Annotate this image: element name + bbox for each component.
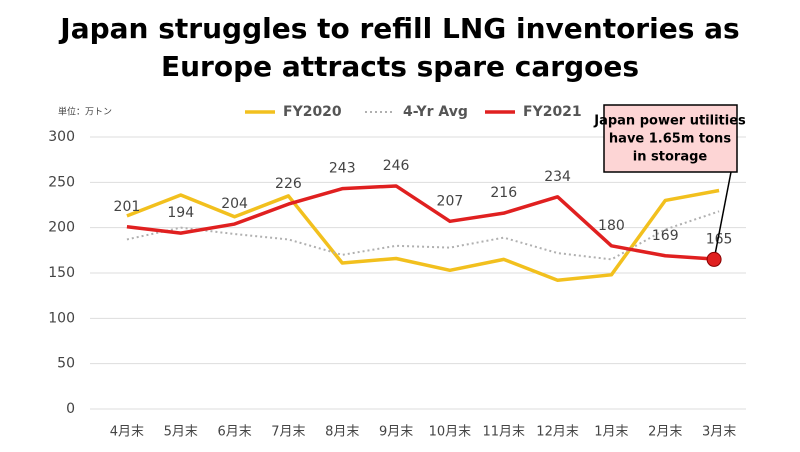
x-tick-label: 7月末 <box>271 425 305 440</box>
data-label: 216 <box>490 185 517 201</box>
data-label: 194 <box>167 205 194 221</box>
x-tick-label: 8月末 <box>325 425 359 440</box>
x-tick-label: 5月末 <box>164 425 198 440</box>
data-label: 180 <box>598 218 625 234</box>
y-tick-label: 200 <box>48 220 75 236</box>
legend-label: FY2021 <box>523 104 582 120</box>
legend-label: 4-Yr Avg <box>403 104 468 120</box>
series-line <box>126 210 720 261</box>
annotation-box <box>603 104 738 173</box>
data-label: 204 <box>221 196 248 212</box>
y-tick-label: 50 <box>57 356 75 372</box>
y-tick-label: 150 <box>48 265 75 281</box>
data-label: 207 <box>437 193 464 209</box>
series-line <box>126 184 720 262</box>
legend-label: FY2020 <box>283 104 342 120</box>
series-line <box>126 188 720 283</box>
data-label: 169 <box>652 228 679 244</box>
x-tick-label: 6月末 <box>217 425 251 440</box>
x-tick-label: 2月末 <box>648 425 682 440</box>
data-label: 243 <box>329 161 356 177</box>
x-tick-label: 9月末 <box>379 425 413 440</box>
data-label: 246 <box>383 158 410 174</box>
data-label: 226 <box>275 176 302 192</box>
x-tick-label: 12月末 <box>536 425 579 440</box>
x-tick-label: 3月末 <box>702 425 736 440</box>
y-tick-label: 300 <box>48 129 75 145</box>
annotation-text: in storage <box>633 150 708 165</box>
unit-label: 単位：万トン <box>58 106 112 118</box>
y-tick-label: 0 <box>66 401 75 417</box>
y-tick-label: 100 <box>48 310 75 326</box>
data-label: 165 <box>706 231 733 247</box>
x-tick-label: 11月末 <box>482 425 525 440</box>
annotation-text: have 1.65m tons <box>609 132 731 147</box>
chart-title: Japan struggles to refill LNG inventorie… <box>60 12 740 83</box>
data-label: 234 <box>544 169 571 185</box>
annotation-arrow <box>713 171 732 260</box>
y-tick-label: 250 <box>48 174 75 190</box>
highlight-point <box>706 251 722 267</box>
annotation-text: Japan power utilities <box>593 114 746 129</box>
x-tick-label: 1月末 <box>594 425 628 440</box>
x-tick-label: 4月末 <box>110 425 144 440</box>
x-tick-label: 10月末 <box>429 425 472 440</box>
data-label: 201 <box>114 199 141 215</box>
